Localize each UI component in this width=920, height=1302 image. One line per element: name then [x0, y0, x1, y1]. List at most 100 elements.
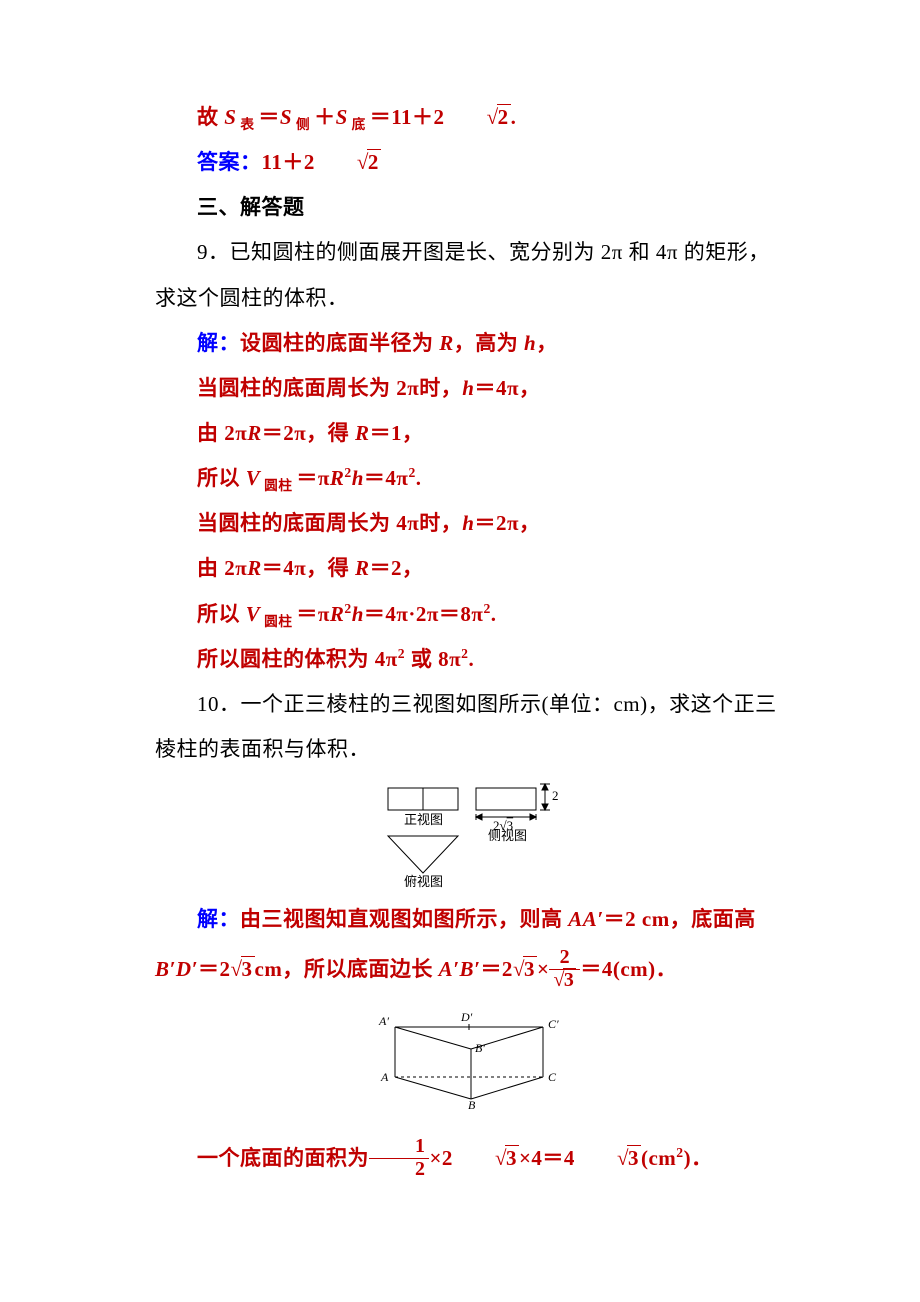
pt-Bp: B′: [475, 1041, 485, 1055]
numerator: 2: [549, 947, 580, 970]
txt: cm，所以底面边长: [255, 957, 439, 981]
txt: 所以: [197, 602, 246, 626]
sol9-l1: 解：设圆柱的底面半径为 R，高为 h，: [155, 321, 790, 366]
txt: ＝2: [198, 957, 231, 981]
sqrt: 2: [315, 140, 381, 185]
sqrt: 3: [513, 942, 537, 997]
times: ×: [537, 957, 549, 981]
txt: ＝4(cm)．: [580, 957, 677, 981]
sol10-l3: 一个底面的面积为12×23×4＝43(cm2)．: [155, 1131, 790, 1186]
var-V: V: [246, 602, 261, 626]
period: .: [511, 105, 517, 129]
sol-label: 解：: [197, 331, 240, 355]
sol9-l6: 由 2πR＝4π，得 R＝2，: [155, 546, 790, 591]
plus: ＋: [314, 105, 336, 129]
radicand: 3: [523, 956, 537, 981]
txt: ＝4π: [364, 466, 409, 490]
period: .: [416, 466, 422, 490]
pt-A: A: [380, 1070, 389, 1084]
section-heading: 三、解答题: [155, 185, 790, 230]
txt: ＝2: [480, 957, 513, 981]
sol10-l2: B′D′＝23cm，所以底面边长 A′B′＝23×23＝4(cm)．: [155, 942, 790, 997]
txt: 由三视图知直观图如图所示，则高: [240, 907, 568, 931]
pt-Cp: C′: [548, 1017, 559, 1031]
three-view-diagram: 2 2√3 正视图 侧视图 俯视图: [155, 778, 790, 893]
txt: 当圆柱的底面周长为 2π时，: [197, 376, 462, 400]
fraction: 23: [549, 947, 580, 992]
txt: 由 2π: [197, 556, 247, 580]
sqrt: 3: [575, 1131, 641, 1186]
txt: 所以: [197, 466, 246, 490]
radicand: 3: [505, 1145, 519, 1170]
pt-B: B: [468, 1098, 476, 1112]
question-9: 9．已知圆柱的侧面展开图是长、宽分别为 2π 和 4π 的矩形，求这个圆柱的体积…: [155, 230, 790, 320]
var-h: h: [352, 602, 364, 626]
label-top: 俯视图: [404, 874, 443, 888]
txt: 由 2π: [197, 421, 247, 445]
num: ＝11＋2: [370, 105, 445, 129]
var-h: h: [462, 376, 474, 400]
period: .: [491, 602, 497, 626]
label-front: 正视图: [404, 812, 443, 827]
denominator: 2: [369, 1159, 429, 1181]
var-BpDp: B′D′: [155, 957, 198, 981]
txt: 一个底面的面积为: [197, 1146, 369, 1170]
var-R: R: [330, 602, 345, 626]
pt-Dp: D′: [460, 1010, 473, 1024]
sqrt: 2: [445, 95, 511, 140]
var-S: S: [224, 105, 236, 129]
question-10: 10．一个正三棱柱的三视图如图所示(单位：cm)，求这个正三棱柱的表面积与体积．: [155, 682, 790, 772]
answer-label: 答案：: [197, 150, 262, 174]
var-h: h: [352, 466, 364, 490]
var-R: R: [247, 421, 262, 445]
sub: 底: [348, 117, 370, 132]
var-R: R: [439, 331, 454, 355]
txt: ×4＝4: [519, 1146, 575, 1170]
txt: ＝2，: [370, 556, 424, 580]
txt: ＝2π，得: [262, 421, 355, 445]
var-h: h: [462, 511, 474, 535]
period: .: [468, 647, 474, 671]
sol9-l5: 当圆柱的底面周长为 4π时，h＝2π，: [155, 501, 790, 546]
txt: ，: [536, 331, 558, 355]
var-R: R: [355, 421, 370, 445]
radicand: 3: [241, 956, 255, 981]
var-R: R: [330, 466, 345, 490]
solution-line-1: 故 S 表 ＝S 侧 ＋S 底 ＝11＋22.: [155, 95, 790, 140]
sol9-l2: 当圆柱的底面周长为 2π时，h＝4π，: [155, 366, 790, 411]
var-h: h: [524, 331, 536, 355]
txt: (cm: [641, 1146, 676, 1170]
pt-Ap: A′: [378, 1014, 389, 1028]
txt: ＝1，: [370, 421, 424, 445]
txt: ＝4π·2π＝8π: [364, 602, 484, 626]
radicand: 3: [627, 1145, 641, 1170]
txt: ×2: [429, 1146, 452, 1170]
radicand: 2: [497, 104, 511, 129]
var-V: V: [246, 466, 261, 490]
answer-line: 答案：11＋22: [155, 140, 790, 185]
prism-diagram: A A′ B B′ C C′ D′: [155, 1007, 790, 1117]
sol9-l3: 由 2πR＝2π，得 R＝1，: [155, 411, 790, 456]
txt: ＝π: [296, 602, 330, 626]
var-S: S: [336, 105, 348, 129]
sol9-l7: 所以 V 圆柱 ＝πR2h＝4π·2π＝8π2.: [155, 592, 790, 637]
fraction: 12: [369, 1136, 429, 1181]
sqrt: 3: [231, 942, 255, 997]
txt: 所以圆柱的体积为 4π: [197, 647, 398, 671]
txt: ＝4π，: [474, 376, 540, 400]
txt: ＝4π，得: [262, 556, 355, 580]
var-S: S: [280, 105, 292, 129]
txt: ＝2 cm，底面高: [604, 907, 756, 931]
pt-C: C: [548, 1070, 557, 1084]
radicand: 2: [367, 149, 381, 174]
sub: 圆柱: [260, 614, 296, 629]
sol10-l1: 解：由三视图知直观图如图所示，则高 AA′＝2 cm，底面高: [155, 897, 790, 942]
sub: 侧: [292, 117, 314, 132]
sol-label: 解：: [197, 907, 240, 931]
sol9-l4: 所以 V 圆柱 ＝πR2h＝4π2.: [155, 456, 790, 501]
txt: 或 8π: [405, 647, 461, 671]
txt: ，高为: [454, 331, 524, 355]
txt: ＝π: [296, 466, 330, 490]
label-side: 侧视图: [488, 828, 527, 843]
sqrt: 3: [453, 1131, 519, 1186]
